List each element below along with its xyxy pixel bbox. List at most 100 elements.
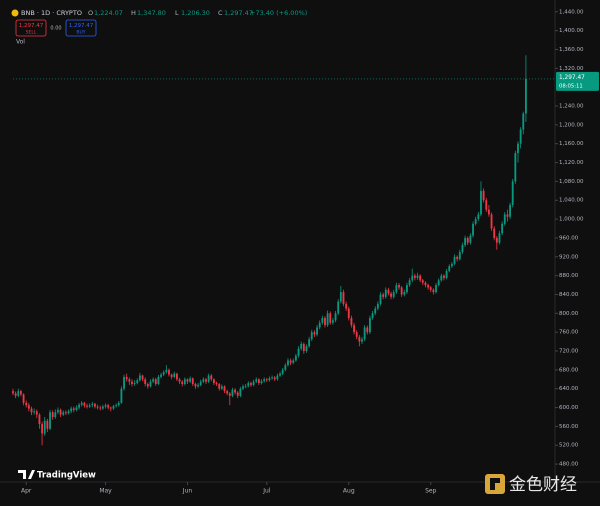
candle-body [12,391,14,394]
candle-body [334,313,337,321]
ohlc-value: 1,206.30 [181,9,210,17]
buy-button[interactable] [65,19,97,37]
candle-body [519,129,522,144]
candle-body [347,308,350,319]
candle-body [244,386,247,388]
candle-body [297,348,300,356]
candle-body [257,379,260,384]
candle-body [51,412,54,417]
candle-body [342,292,345,304]
candle-body [43,420,46,434]
candle-body [252,381,255,385]
candle-body [376,303,379,309]
candle-body [408,280,411,286]
ohlc-value: 1,224.07 [94,9,123,17]
candle-body [331,320,334,323]
candle-body [67,411,70,414]
candle-body [371,313,374,319]
candle-body [234,389,237,393]
candle-body [75,407,78,410]
candle-body [316,327,318,335]
candle-body [125,376,128,380]
candle-body [421,280,424,283]
candle-body [287,360,289,366]
candle-body [337,301,340,314]
candle-body [146,383,149,387]
candle-body [213,379,215,384]
candle-body [260,381,263,384]
y-tick-label: 1,000.00 [559,217,584,223]
candle-body [194,383,197,387]
candle-body [300,343,303,349]
candle-body [416,275,419,278]
candle-body [64,412,67,414]
sell-button[interactable] [15,19,47,37]
candle-body [30,408,33,413]
candle-body [157,376,160,384]
candle-body [162,372,165,375]
candle-body [321,318,324,323]
candle-body [490,214,493,229]
candle-body [324,318,326,326]
countdown: 08:05:11 [559,83,583,89]
ohlc-key: H [131,9,136,17]
candle-body [49,412,51,429]
candle-body [406,285,408,293]
candle-body [14,393,17,396]
candle-body [205,379,207,382]
candle-body [62,412,65,415]
candle-body [131,381,133,384]
candle-body [395,285,398,293]
buy-label: BUY [76,30,85,36]
candle-body [46,420,49,429]
candle-body [390,293,393,297]
candle-body [154,379,157,384]
candle-body [149,381,152,387]
candle-body [487,209,490,215]
candle-body [387,289,390,294]
y-tick-label: 520.00 [559,443,579,449]
candle-body [445,270,448,278]
candle-body [239,388,242,396]
candle-body [292,360,295,363]
candle-body [326,313,329,326]
candle-body [305,346,308,352]
candle-body [181,381,184,384]
y-tick-label: 720.00 [559,349,579,355]
candle-body [231,389,234,396]
sell-price: 1,297.47 [19,23,44,29]
y-tick-label: 840.00 [559,292,579,298]
candle-body [514,153,517,182]
y-tick-label: 1,040.00 [559,198,584,204]
candle-body [263,379,266,382]
candle-body [123,376,125,389]
candle-body [498,233,501,243]
candle-body [54,412,57,417]
candle-body [41,424,44,434]
candle-body [17,391,20,396]
watermark-glyph [490,478,500,490]
candle-body [432,289,435,293]
y-tick-label: 880.00 [559,273,579,279]
y-tick-label: 1,080.00 [559,179,584,185]
y-tick-label: 1,360.00 [559,47,584,53]
candle-body [482,190,485,201]
candle-body [242,386,244,389]
candle-body [112,406,115,409]
candle-body [503,214,506,224]
candle-body [474,219,477,224]
candle-body [369,318,371,333]
candle-body [83,402,86,406]
last-price-tag [556,71,599,91]
volume-label: Vol [16,39,25,46]
candle-body [104,405,107,407]
candle-body [202,379,205,382]
x-tick-label: Aug [343,488,355,495]
y-tick-label: 960.00 [559,235,579,241]
candle-body [506,214,509,217]
candle-body [440,275,443,281]
candle-body [450,263,453,267]
y-tick-label: 480.00 [559,462,579,468]
